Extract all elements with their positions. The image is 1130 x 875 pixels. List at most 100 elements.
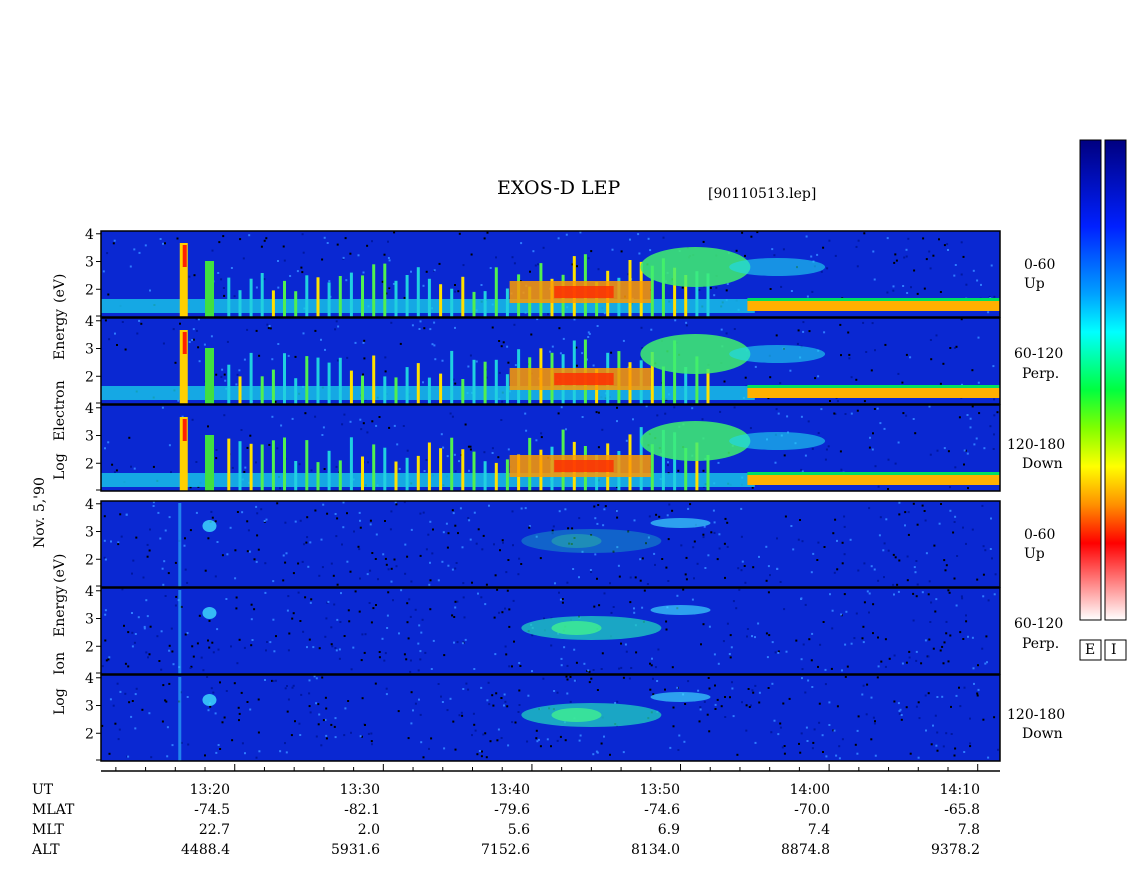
noise-speck: [102, 270, 105, 273]
panel-frame: [100, 674, 1001, 762]
noise-speck: [236, 511, 239, 513]
noise-speck: [419, 650, 422, 653]
noise-speck: [976, 279, 979, 282]
noise-speck: [774, 461, 777, 464]
noise-speck: [406, 621, 409, 624]
noise-speck: [942, 362, 945, 365]
noise-speck: [676, 686, 679, 689]
noise-speck: [388, 426, 391, 429]
noise-speck: [747, 688, 750, 690]
noise-speck: [831, 627, 834, 630]
noise-speck: [542, 677, 545, 680]
noise-speck: [820, 270, 823, 273]
noise-speck: [579, 734, 582, 737]
noise-speck: [309, 541, 312, 544]
noise-speck: [862, 321, 865, 324]
noise-speck: [915, 560, 918, 562]
noise-speck: [870, 738, 873, 741]
noise-speck: [195, 461, 198, 463]
noise-speck: [211, 516, 214, 519]
noise-speck: [993, 414, 996, 417]
noise-speck: [930, 358, 933, 361]
ephemeris-alt-value: 9378.2: [931, 842, 980, 858]
noise-speck: [299, 519, 302, 522]
burst-spike: [695, 442, 699, 491]
panel-1-direction: Up: [1024, 276, 1045, 292]
noise-speck: [321, 566, 324, 569]
noise-speck: [483, 237, 486, 240]
noise-speck: [243, 646, 246, 649]
noise-speck: [808, 638, 811, 641]
noise-speck: [359, 519, 361, 522]
burst-spike: [405, 457, 409, 491]
noise-speck: [590, 571, 593, 573]
burst-secondary: [205, 261, 215, 317]
noise-speck: [923, 510, 926, 512]
noise-speck: [437, 683, 440, 685]
noise-speck: [226, 553, 229, 556]
noise-speck: [653, 552, 656, 555]
noise-speck: [909, 356, 912, 359]
noise-speck: [674, 319, 677, 322]
noise-speck: [665, 566, 668, 569]
noise-speck: [620, 642, 622, 645]
noise-speck: [927, 655, 930, 658]
noise-speck: [872, 432, 874, 435]
noise-speck: [990, 264, 993, 267]
noise-speck: [246, 550, 249, 553]
noise-speck: [422, 284, 425, 287]
noise-speck: [557, 237, 560, 240]
noise-speck: [597, 504, 600, 506]
noise-speck: [921, 591, 924, 594]
noise-speck: [603, 735, 605, 738]
noise-speck: [668, 503, 671, 506]
noise-speck: [800, 597, 803, 600]
noise-speck: [969, 417, 972, 420]
noise-speck: [576, 265, 578, 268]
noise-speck: [101, 724, 104, 727]
noise-speck: [550, 745, 552, 748]
noise-speck: [993, 398, 996, 401]
noise-speck: [629, 601, 632, 604]
noise-speck: [684, 703, 687, 705]
noise-speck: [323, 236, 326, 239]
noise-speck: [117, 738, 120, 741]
noise-speck: [616, 700, 619, 703]
burst-spike: [439, 448, 443, 491]
noise-speck: [969, 745, 972, 748]
noise-speck: [651, 657, 653, 660]
noise-speck: [963, 751, 966, 753]
noise-speck: [915, 595, 918, 598]
noise-speck: [168, 682, 171, 685]
noise-speck: [480, 686, 483, 689]
noise-speck: [500, 345, 503, 348]
noise-speck: [575, 346, 578, 349]
noise-speck: [943, 244, 946, 247]
noise-speck: [393, 231, 396, 234]
noise-speck: [285, 552, 288, 555]
burst-spike: [327, 450, 331, 491]
noise-speck: [114, 332, 116, 335]
noise-speck: [481, 548, 484, 551]
noise-speck: [635, 651, 638, 654]
noise-speck: [573, 537, 576, 539]
noise-speck: [222, 287, 225, 289]
noise-speck: [393, 424, 396, 427]
noise-speck: [528, 525, 531, 528]
burst-spike: [361, 275, 364, 317]
noise-speck: [418, 698, 420, 701]
noise-speck: [381, 637, 384, 640]
noise-speck: [898, 712, 901, 715]
y-tick-label: 4: [85, 497, 94, 513]
ion-arc: [521, 529, 662, 553]
noise-speck: [422, 511, 425, 514]
noise-speck: [174, 604, 177, 607]
noise-speck: [497, 728, 500, 731]
noise-speck: [418, 624, 421, 627]
noise-speck: [276, 447, 279, 450]
noise-speck: [192, 338, 195, 341]
noise-speck: [947, 450, 950, 453]
noise-speck: [505, 653, 508, 656]
noise-speck: [345, 279, 348, 282]
noise-speck: [168, 649, 171, 652]
